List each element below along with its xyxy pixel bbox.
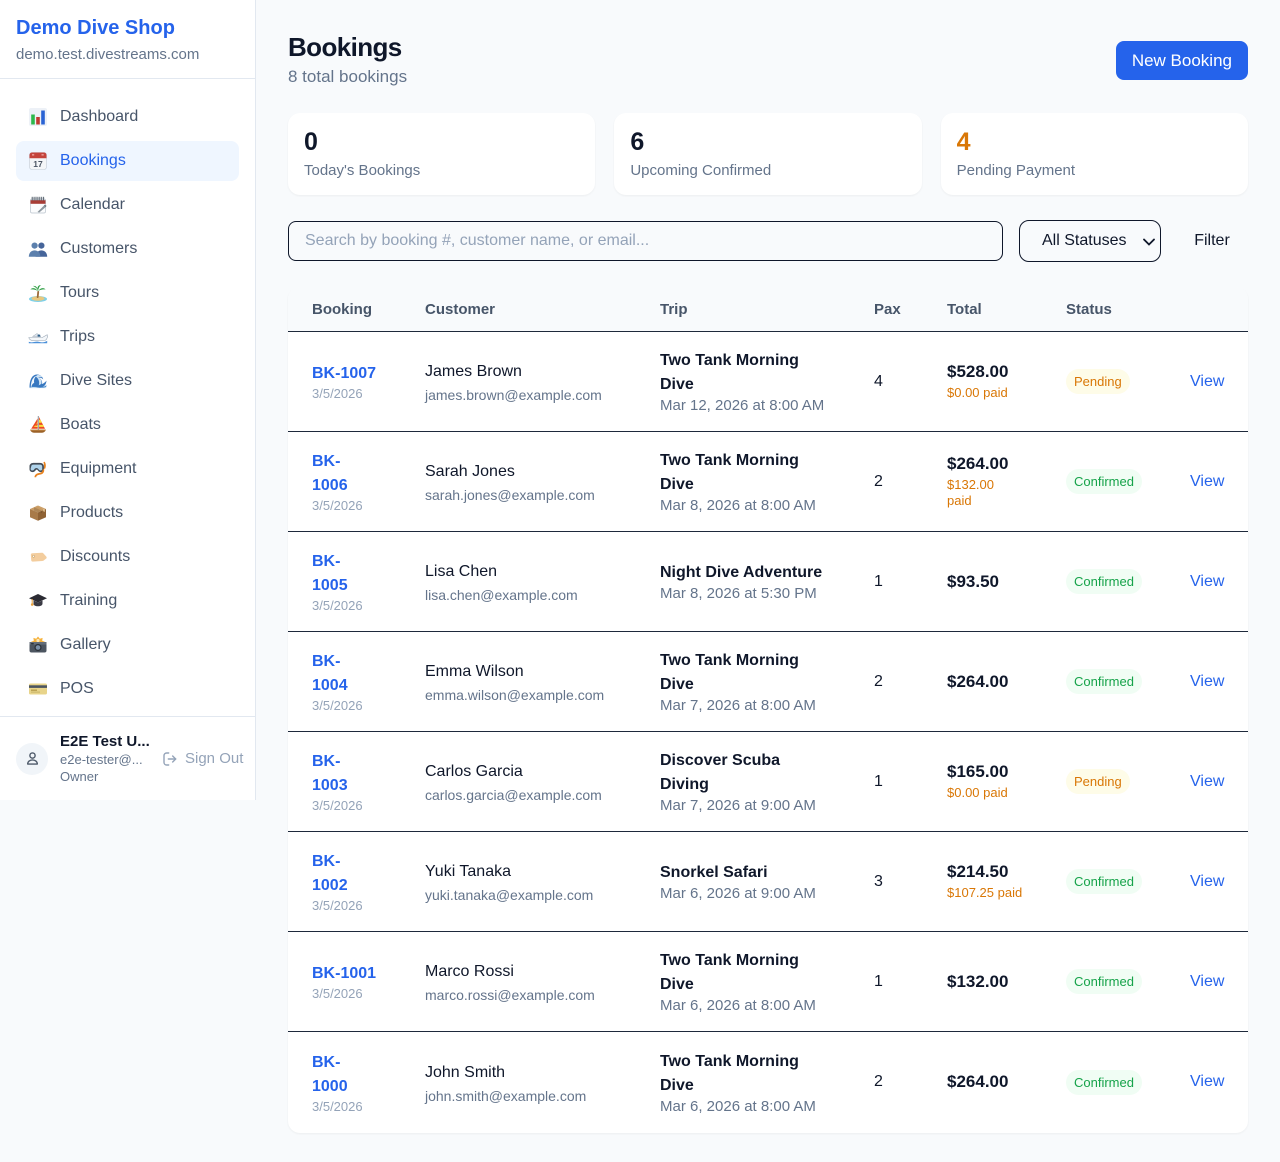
svg-text:17: 17: [33, 159, 43, 169]
